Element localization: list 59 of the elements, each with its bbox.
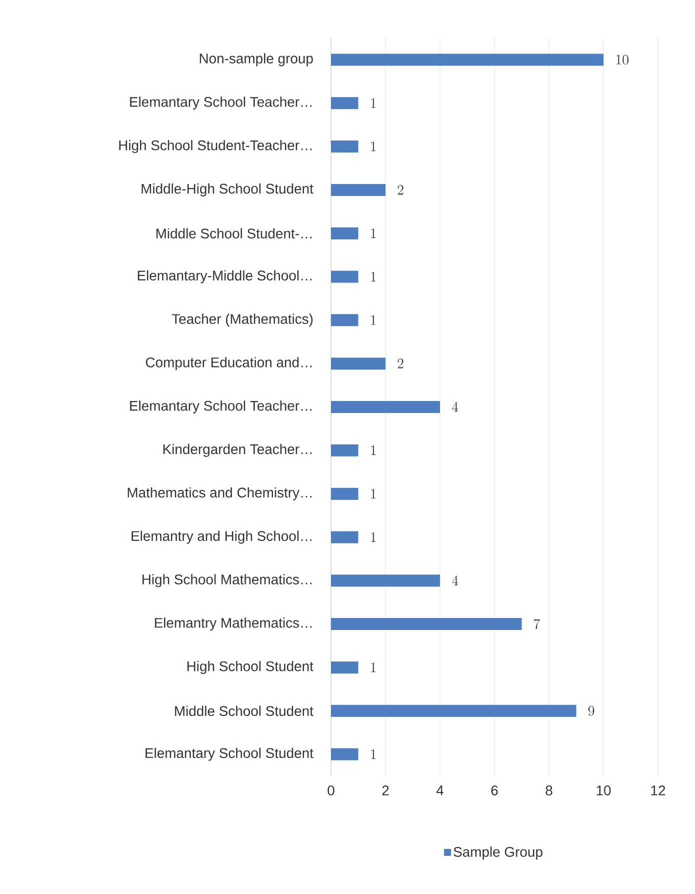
y-tick-label: High School Student-Teacher…	[119, 140, 312, 154]
bar	[330, 704, 576, 717]
y-tick-label: Elemantary School Teacher…	[130, 400, 312, 414]
x-tick-label: 4	[436, 786, 444, 796]
x-tick-label: 2	[382, 786, 389, 796]
data-label: 9	[588, 706, 594, 716]
bar	[330, 358, 386, 370]
bar	[330, 618, 522, 630]
y-tick-label: Elemantary-Middle School…	[138, 270, 312, 284]
y-tick-label: Elemantry Mathematics…	[154, 618, 312, 631]
data-label: 1	[371, 315, 376, 325]
bar	[330, 401, 440, 413]
data-label: 4	[452, 402, 458, 412]
data-label: 1	[371, 446, 376, 456]
data-label: 1	[371, 488, 376, 498]
bar	[330, 444, 358, 456]
data-label: 10	[616, 54, 628, 65]
bar	[330, 574, 440, 587]
y-tick-label: Non-sample group	[200, 53, 313, 66]
bar	[330, 140, 358, 153]
bar	[330, 227, 358, 240]
data-label: 7	[534, 618, 540, 629]
data-label: 2	[398, 185, 404, 195]
bar	[330, 270, 358, 283]
bar	[330, 748, 358, 760]
x-tick-label: 8	[546, 786, 552, 796]
y-tick-label: Elemantary School Teacher…	[130, 96, 312, 110]
data-label: 1	[371, 749, 376, 759]
bar	[330, 184, 386, 196]
x-tick-label: 10	[596, 786, 611, 796]
data-label: 4	[452, 576, 458, 586]
x-tick-label: 6	[491, 786, 498, 796]
x-tick-label: 0	[328, 786, 334, 796]
data-label: 1	[371, 98, 376, 108]
y-tick-label: Elemantary School Student	[146, 748, 314, 761]
data-label: 1	[371, 662, 376, 672]
y-tick-label: Kindergarden Teacher…	[163, 444, 312, 457]
bar	[330, 314, 358, 326]
bar	[330, 531, 358, 544]
data-label: 1	[371, 142, 376, 152]
legend-label: Sample Group	[454, 846, 542, 860]
bar	[330, 54, 604, 66]
bar	[330, 97, 358, 110]
x-tick-label: 12	[651, 786, 666, 796]
bar	[330, 661, 358, 674]
y-tick-label: Elemantry and High School…	[132, 530, 312, 544]
y-tick-label: High School Mathematics…	[142, 574, 312, 588]
data-label: 1	[371, 532, 376, 542]
bar	[330, 488, 358, 500]
y-tick-label: Middle School Student	[175, 706, 314, 716]
data-label: 1	[371, 272, 376, 282]
y-tick-label: Middle School Student-…	[156, 228, 312, 238]
y-tick-label: Mathematics and Chemistry…	[128, 487, 312, 500]
y-tick-label: High School Student	[187, 660, 314, 674]
data-label: 1	[371, 228, 376, 238]
y-tick-label: Computer Education and…	[146, 357, 312, 370]
y-tick-label: Middle-High School Student	[142, 183, 314, 196]
data-label: 2	[398, 358, 404, 368]
y-tick-label: Teacher (Mathematics)	[172, 314, 313, 327]
